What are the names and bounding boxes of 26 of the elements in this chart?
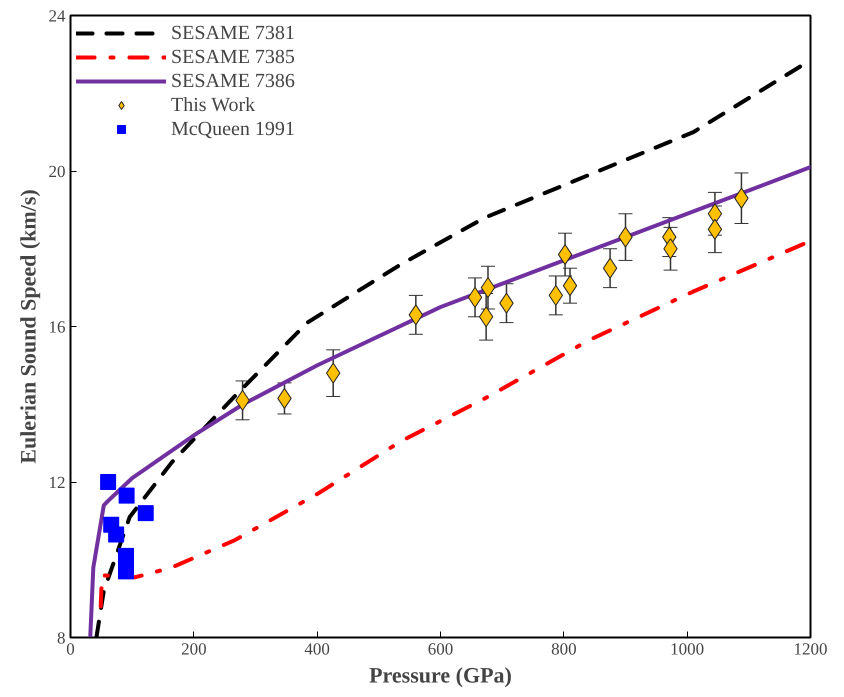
x-tick-label: 800 <box>551 640 577 658</box>
point <box>138 505 154 522</box>
y-tick-label: 16 <box>48 318 66 336</box>
point <box>108 526 124 542</box>
y-axis-title: Eulerian Sound Speed (km/s) <box>16 189 40 464</box>
y-tick-label: 24 <box>48 6 66 26</box>
legend-label: McQueen 1991 <box>171 117 295 141</box>
x-tick-label: 1000 <box>670 640 704 658</box>
line-series <box>88 165 810 638</box>
y-tick-label: 8 <box>57 628 66 648</box>
legend-label: This Work <box>171 93 256 117</box>
y-tick-label: 12 <box>48 473 66 492</box>
point <box>118 563 134 580</box>
x-tick-label: 200 <box>181 640 207 658</box>
x-tick-label: 600 <box>428 640 454 658</box>
y-tick-label: 20 <box>48 162 66 181</box>
legend-label: SESAME 7385 <box>171 45 295 69</box>
x-tick-label: 1200 <box>794 640 828 658</box>
point <box>118 548 134 564</box>
point <box>100 474 116 490</box>
x-tick-label: 0 <box>66 640 75 658</box>
point <box>118 488 135 504</box>
x-axis-title: Pressure (GPa) <box>369 662 512 688</box>
legend-label: SESAME 7381 <box>171 21 295 45</box>
legend-label: SESAME 7386 <box>171 69 295 93</box>
x-tick-label: 400 <box>304 640 330 658</box>
